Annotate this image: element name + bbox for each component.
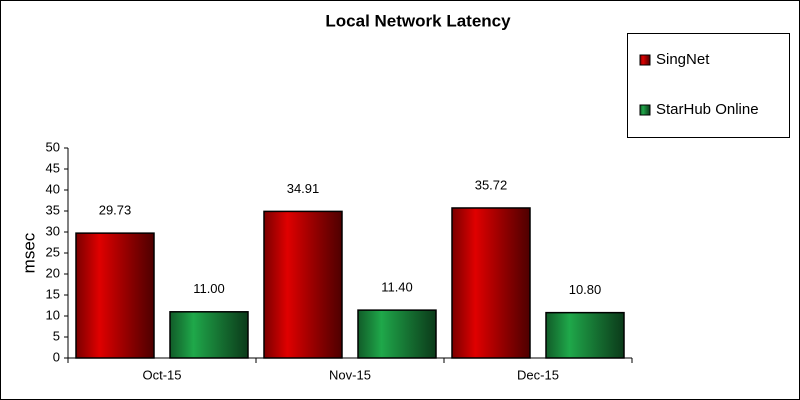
bar <box>263 210 343 359</box>
y-tick-label: 5 <box>53 328 60 343</box>
legend-swatch <box>639 54 651 66</box>
bar <box>75 232 155 359</box>
y-tick-label: 30 <box>46 223 60 238</box>
value-label: 34.91 <box>287 181 320 196</box>
legend-label: StarHub Online <box>656 101 759 118</box>
y-tick-label: 25 <box>46 244 60 259</box>
y-tick-label: 20 <box>46 265 60 280</box>
y-tick-label: 10 <box>46 307 60 322</box>
y-tick-label: 45 <box>46 160 60 175</box>
value-label: 29.73 <box>99 203 132 218</box>
x-tick-label: Oct-15 <box>142 367 181 382</box>
bar <box>451 207 531 359</box>
y-tick-label: 40 <box>46 181 60 196</box>
value-label: 11.00 <box>193 281 225 296</box>
legend-swatch <box>639 104 651 116</box>
value-label: 11.40 <box>381 280 413 295</box>
legend <box>627 33 790 138</box>
value-label: 10.80 <box>569 282 602 297</box>
x-tick-label: Nov-15 <box>329 367 371 382</box>
y-tick-label: 35 <box>46 202 60 217</box>
y-tick-label: 15 <box>46 286 60 301</box>
y-tick-label: 50 <box>46 139 60 154</box>
y-tick-label: 0 <box>53 349 60 364</box>
bar <box>169 311 249 359</box>
chart-title: Local Network Latency <box>325 11 511 30</box>
legend-label: SingNet <box>656 51 710 68</box>
value-label: 35.72 <box>475 177 508 192</box>
x-tick-label: Dec-15 <box>517 367 559 382</box>
bar <box>357 309 437 359</box>
bar <box>545 311 625 359</box>
y-axis-label: msec <box>19 232 38 273</box>
